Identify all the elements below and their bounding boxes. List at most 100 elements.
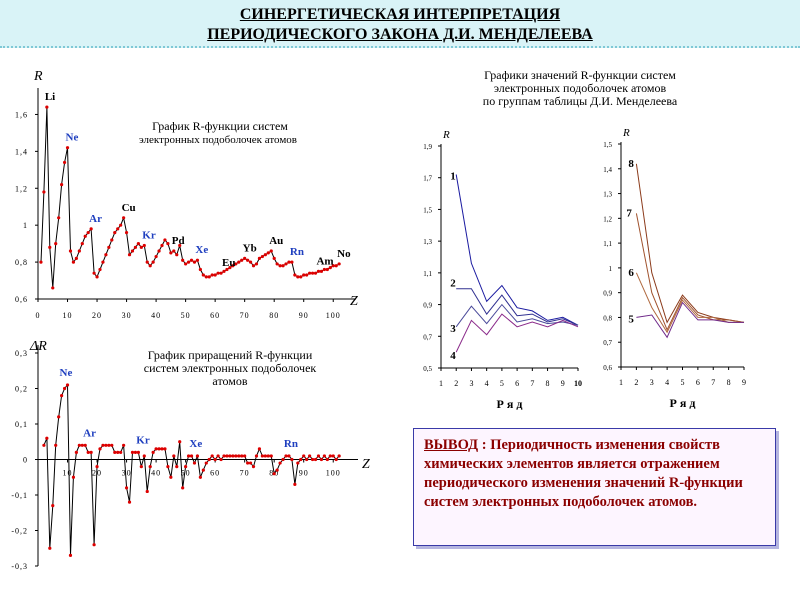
chart3-y-tick-label: 1,1 [423,270,432,278]
chart1-data-point [260,254,264,259]
chart2-data-point [151,450,155,454]
chart2-data-point [89,450,93,454]
chart4-series-8-line [635,163,745,324]
chart2-data-point [334,457,338,462]
chart2-title-line-2: систем электронных подоболочек [144,361,317,375]
chart1-data-point [127,253,132,257]
chart3-title-line-1: Графики значений R-функции систем [484,68,676,82]
chart1-data-point [246,258,250,262]
chart2-data-point [189,454,194,458]
chart4-series-6-line [635,272,744,334]
chart2-data-point [116,450,120,454]
chart1-x-axis-label: Z [350,294,358,309]
chart4-y-tick-label: 1,3 [603,191,612,199]
chart2-data-point [201,468,205,472]
chart2-data-point [133,450,138,454]
chart2-data-point [178,440,182,444]
chart2-data-point [45,436,49,440]
chart2-data-point [166,465,170,469]
chart1-data-point [266,251,270,255]
chart1-y-tick-label: 1,2 [15,184,28,193]
chart1-data-point [316,269,321,273]
chart1-data-point [290,260,294,264]
chart1-data-point [210,273,214,277]
chart2-data-point [145,489,149,494]
chart1-x-tick-label: 60 [210,311,220,320]
chart1-data-point [107,245,111,249]
chart1-element-label: Kr [142,229,156,241]
chart1-element-label: Li [45,91,55,103]
chart3-y-tick-label: 1,3 [423,238,432,246]
chart1-data-point [113,230,117,235]
chart2-data-point [231,454,235,458]
chart1-data-point [45,105,49,109]
chart3-series-label: 2 [450,278,456,290]
chart1-title-line-1: График R-функции систем [152,119,288,133]
chart2-x-tick-label: 60 [210,469,220,478]
chart1-data-point [302,273,306,277]
chart1-data-point [325,267,329,272]
chart1-data-point [98,267,102,272]
chart2-data-point [95,465,99,469]
chart2-element-label: Kr [136,434,150,446]
chart1-data-point [299,275,303,279]
chart2-y-tick-label: -0,1 [11,491,28,500]
chart1-data-point [281,264,285,268]
chart1-data-point [104,253,108,257]
chart4-x-tick-label: 2 [634,378,638,387]
chart2-data-point [195,454,200,458]
chart2-data-point [92,543,96,547]
chart1-x-tick-label: 40 [151,311,161,320]
conclusion-separator: : [478,437,491,453]
chart1-data-point [130,249,135,253]
chart4-y-tick-label: 1 [609,265,613,273]
chart3-series-2-line [456,288,579,326]
chart4-series-7-line [635,213,745,332]
chart1-x-tick-label: 10 [63,311,73,320]
chart2-data-point [139,465,143,469]
chart1-data-point [228,266,232,270]
chart2-data-point [237,454,241,458]
chart1-element-label: Yb [243,242,257,254]
conclusion-heading: ВЫВОД [424,437,479,453]
chart2-data-point [275,468,279,472]
chart1-data-point [39,260,43,264]
chart1-data-point [237,260,241,264]
chart2-data-point [142,454,146,458]
chart2-x-tick-label: 100 [326,469,341,478]
chart1-data-point [195,258,200,262]
chart2-x-tick-label: 30 [122,469,132,478]
chart4-series-label: 8 [628,158,634,170]
chart1-data-point [251,264,256,268]
chart2-data-point [198,475,202,479]
chart1-x-tick-label: 100 [326,311,341,320]
chart2-data-point [281,457,285,462]
chart2-data-point [127,500,132,504]
chart2-title-line-3: атомов [212,374,247,388]
chart1-data-point [175,253,179,257]
chart2-y-tick-label: 0,2 [15,385,28,394]
chart2-data-point [319,457,324,462]
chart2-data-point [228,454,232,458]
chart4-y-tick-label: 1,1 [603,240,612,248]
conclusion-text: Периодичность изменения свойств химическ… [424,437,743,510]
chart3-y-tick-label: 1,7 [423,175,432,183]
chart1-data-point [178,243,182,248]
chart1-y-axis-label: R [33,69,43,84]
chart2-data-point [107,443,111,447]
chart1-data-point [48,245,52,249]
chart1-data-point [54,242,58,246]
chart3-x-tick-label: 6 [515,379,519,388]
chart3-series-4-line [455,313,579,353]
chart2-data-point [316,454,321,458]
chart1-data-point [62,160,67,165]
chart3-title-line-2: электронных подоболочек атомов [494,81,667,95]
chart1-data-point [225,267,229,272]
chart3-y-tick-label: 1,9 [423,143,432,151]
chart2-data-point [207,457,211,462]
chart3-y-tick-label: 1,5 [423,206,432,214]
chart1-element-label: Pd [172,235,185,247]
chart4-y-tick-label: 1,5 [603,141,612,149]
conclusion-box: ВЫВОД : Периодичность изменения свойств … [413,428,776,546]
chart2-data-point [42,443,46,447]
